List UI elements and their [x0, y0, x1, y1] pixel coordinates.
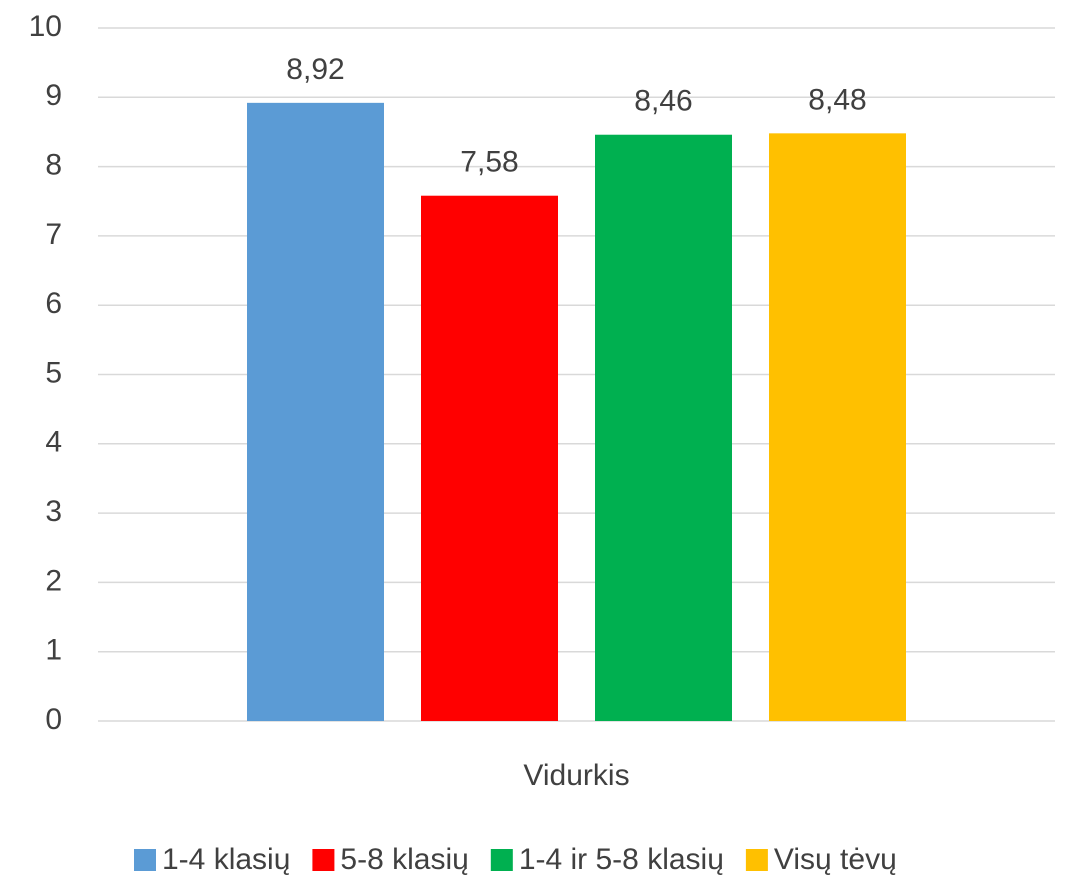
y-tick-label: 4	[45, 426, 62, 459]
data-label: 8,46	[634, 85, 692, 118]
legend-swatch	[490, 849, 513, 871]
legend-label: Visų tėvų	[774, 843, 897, 876]
legend-swatch	[312, 849, 335, 871]
y-tick-label: 5	[45, 356, 62, 389]
y-tick-label: 7	[45, 218, 62, 251]
x-tick-label: Vidurkis	[523, 759, 629, 792]
y-tick-label: 1	[45, 634, 62, 667]
y-tick-label: 0	[45, 703, 62, 736]
y-tick-label: 2	[45, 564, 62, 597]
legend-swatch	[134, 849, 156, 871]
y-tick-label: 8	[45, 149, 62, 182]
legend-label: 1-4 klasių	[162, 843, 290, 876]
y-tick-label: 3	[45, 495, 62, 528]
y-tick-label: 6	[45, 287, 62, 320]
bar	[421, 195, 558, 721]
y-tick-label: 9	[45, 79, 62, 112]
data-label: 8,92	[286, 53, 344, 86]
bar	[769, 133, 906, 721]
y-tick-label: 10	[29, 10, 62, 43]
data-label: 7,58	[460, 146, 518, 179]
legend-label: 5-8 klasių	[340, 843, 468, 876]
data-label: 8,48	[808, 83, 866, 116]
legend-label: 1-4 ir 5-8 klasių	[519, 843, 724, 876]
bar	[247, 102, 384, 722]
legend-swatch	[745, 849, 768, 871]
bar	[595, 134, 732, 722]
